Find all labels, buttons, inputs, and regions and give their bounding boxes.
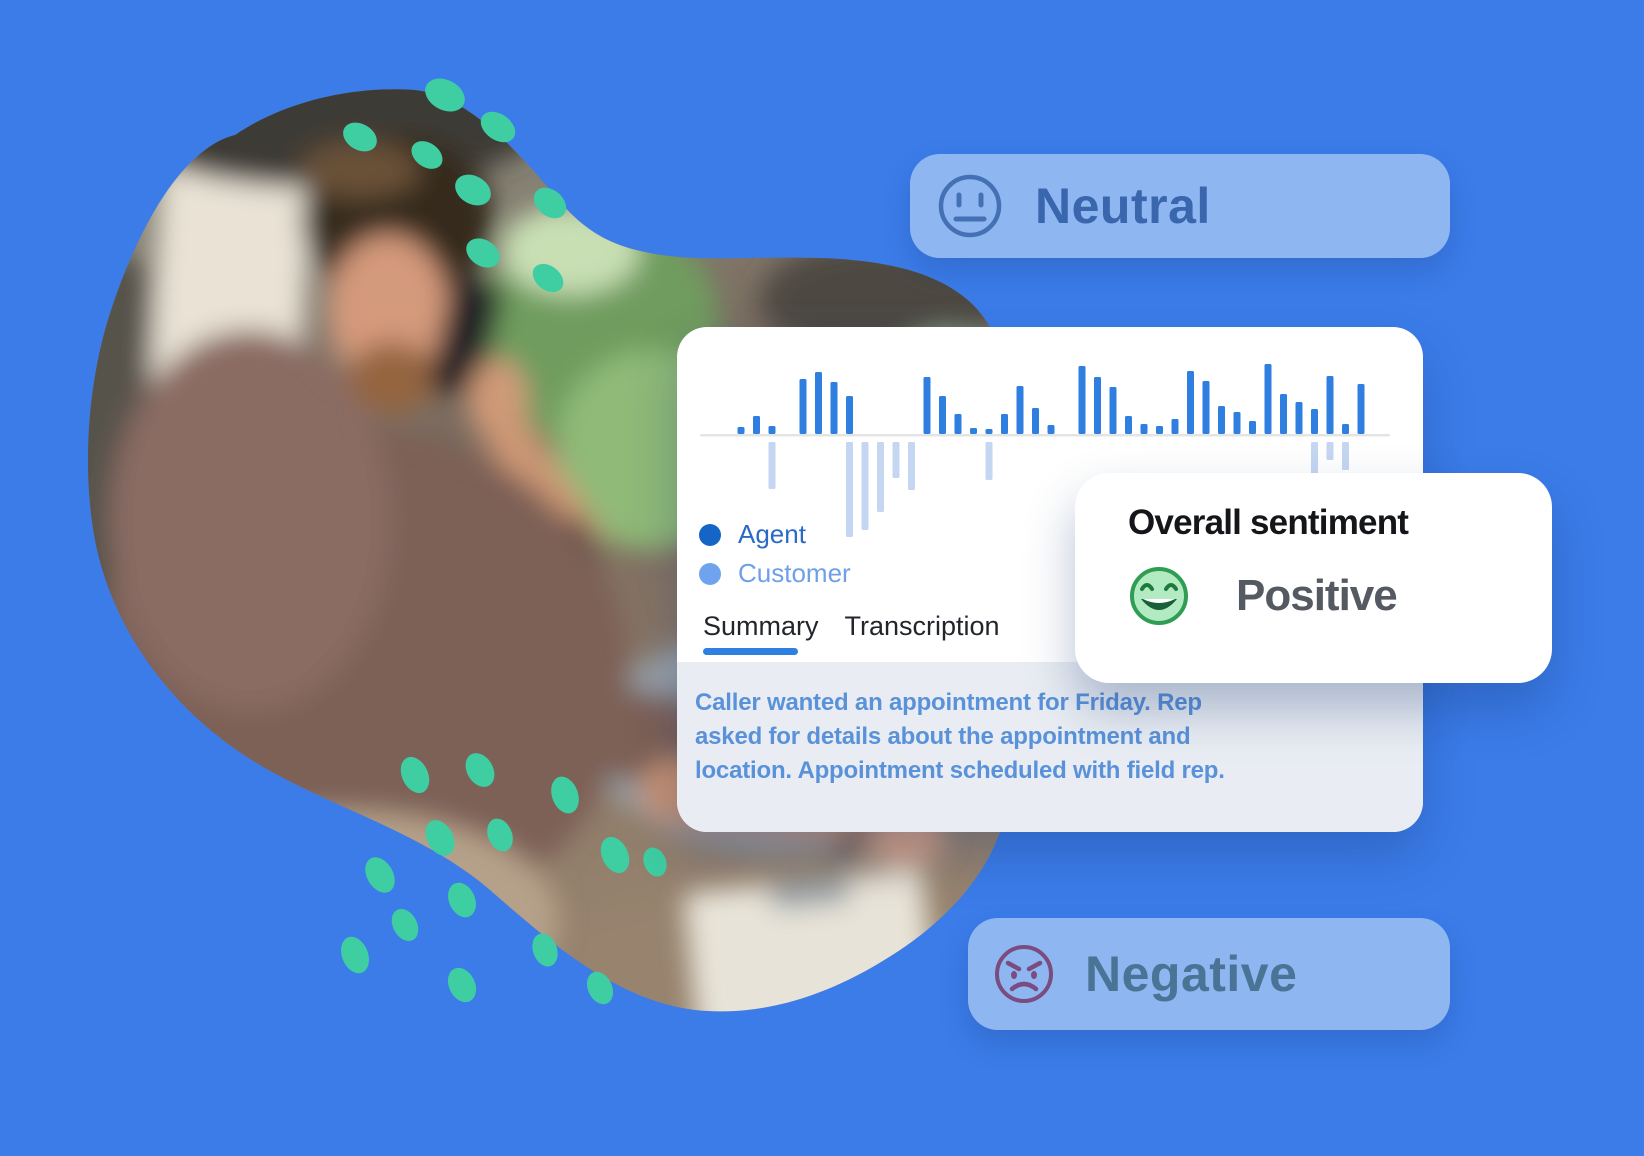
man-beard xyxy=(348,342,436,414)
confetti-dots xyxy=(341,78,667,1005)
sentiment-title: Overall sentiment xyxy=(1128,503,1409,542)
tab-summary[interactable]: Summary xyxy=(703,611,819,641)
negative-badge-label: Negative xyxy=(1085,946,1298,1002)
sentiment-badge-negative[interactable]: Negative xyxy=(968,918,1450,1030)
overall-sentiment-card: Overall sentiment Positive xyxy=(1075,473,1552,683)
chart-legend: Agent Customer xyxy=(699,515,851,593)
legend-customer-label: Customer xyxy=(738,558,851,588)
summary-text-line: asked for details about the appointment … xyxy=(695,723,1191,750)
summary-text-line: Caller wanted an appointment for Friday.… xyxy=(695,689,1202,716)
summary-text-line: location. Appointment scheduled with fie… xyxy=(695,757,1225,784)
legend-item-customer: Customer xyxy=(699,554,851,593)
grinning-face-icon xyxy=(1130,567,1188,625)
legend-agent-label: Agent xyxy=(738,519,806,549)
customer-dot-icon xyxy=(699,562,721,585)
card-tabs: Summary Transcription xyxy=(703,611,1000,642)
neutral-badge-label: Neutral xyxy=(1035,178,1211,234)
angry-face-icon xyxy=(995,945,1053,1003)
neutral-face-icon xyxy=(938,174,1002,238)
legend-item-agent: Agent xyxy=(699,515,851,554)
sentiment-value: Positive xyxy=(1236,571,1398,620)
tab-transcription[interactable]: Transcription xyxy=(844,611,1000,641)
active-tab-underline xyxy=(703,648,798,655)
man-face xyxy=(328,234,448,386)
summary-panel: Caller wanted an appointment for Friday.… xyxy=(677,662,1423,832)
sentiment-badge-neutral[interactable]: Neutral xyxy=(910,154,1450,258)
agent-dot-icon xyxy=(699,523,721,546)
